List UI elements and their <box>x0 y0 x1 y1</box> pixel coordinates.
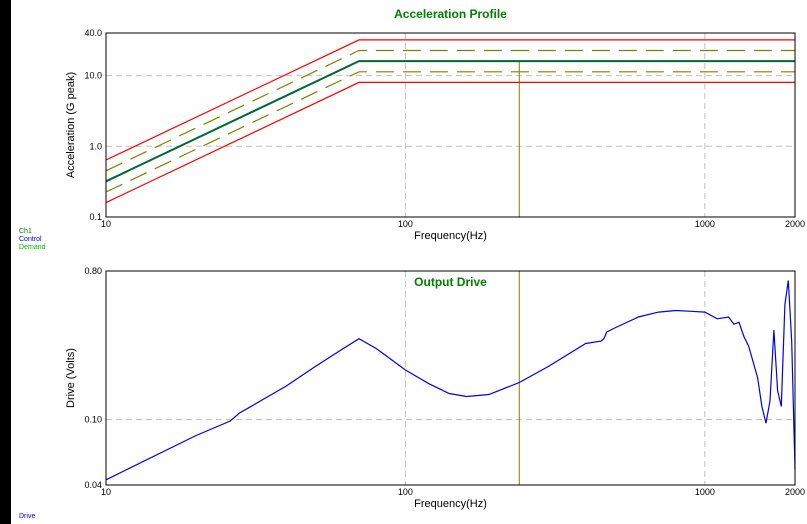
chart-title: Output Drive <box>414 275 487 289</box>
x-axis-label: Frequency(Hz) <box>414 498 487 510</box>
plot-frame <box>105 270 796 486</box>
chart-title: Acceleration Profile <box>394 7 507 21</box>
y-axis-label: Acceleration (G peak) <box>65 72 77 178</box>
acceleration-profile-chart: Acceleration Profile 10 100 1000 2000 0.1 1.0 1… <box>65 7 805 242</box>
x-tick-label: 100 <box>398 487 413 497</box>
series-alarm_high <box>105 49 795 172</box>
series-control <box>105 60 795 183</box>
x-tick-label: 2000 <box>785 219 805 229</box>
plot-frame <box>105 32 796 218</box>
series-abort_high <box>105 39 795 161</box>
x-tick-label: 1000 <box>695 487 715 497</box>
legend-item-control: Control <box>19 236 42 243</box>
x-tick-label: 1000 <box>695 219 715 229</box>
output-drive-chart: Output Drive 10 100 1000 2000 0.04 0.10 0.80 Fre… <box>65 266 805 510</box>
x-tick-label: 100 <box>398 219 413 229</box>
series-alarm_low <box>105 71 795 193</box>
y-tick-label: 0.1 <box>89 212 102 222</box>
legend-item-demand: Demand <box>19 244 46 251</box>
y-tick-label: 0.10 <box>84 415 102 425</box>
x-tick-label: 10 <box>101 487 111 497</box>
y-axis-label: Drive (Volts) <box>65 348 77 408</box>
left-border-bar <box>0 0 11 524</box>
x-axis-label: Frequency(Hz) <box>414 230 487 242</box>
legend-item-ch1: Ch1 <box>19 228 32 235</box>
series-abort_low <box>105 81 795 204</box>
y-tick-label: 1.0 <box>89 141 102 151</box>
y-tick-label: 0.80 <box>84 266 102 276</box>
y-tick-label: 0.04 <box>84 480 102 490</box>
x-tick-label: 2000 <box>785 487 805 497</box>
y-tick-label: 40.0 <box>84 28 102 38</box>
series-drive <box>105 280 796 481</box>
legend-item-drive: Drive <box>19 513 36 520</box>
y-tick-label: 10.0 <box>84 71 102 81</box>
x-tick-label: 10 <box>101 219 111 229</box>
